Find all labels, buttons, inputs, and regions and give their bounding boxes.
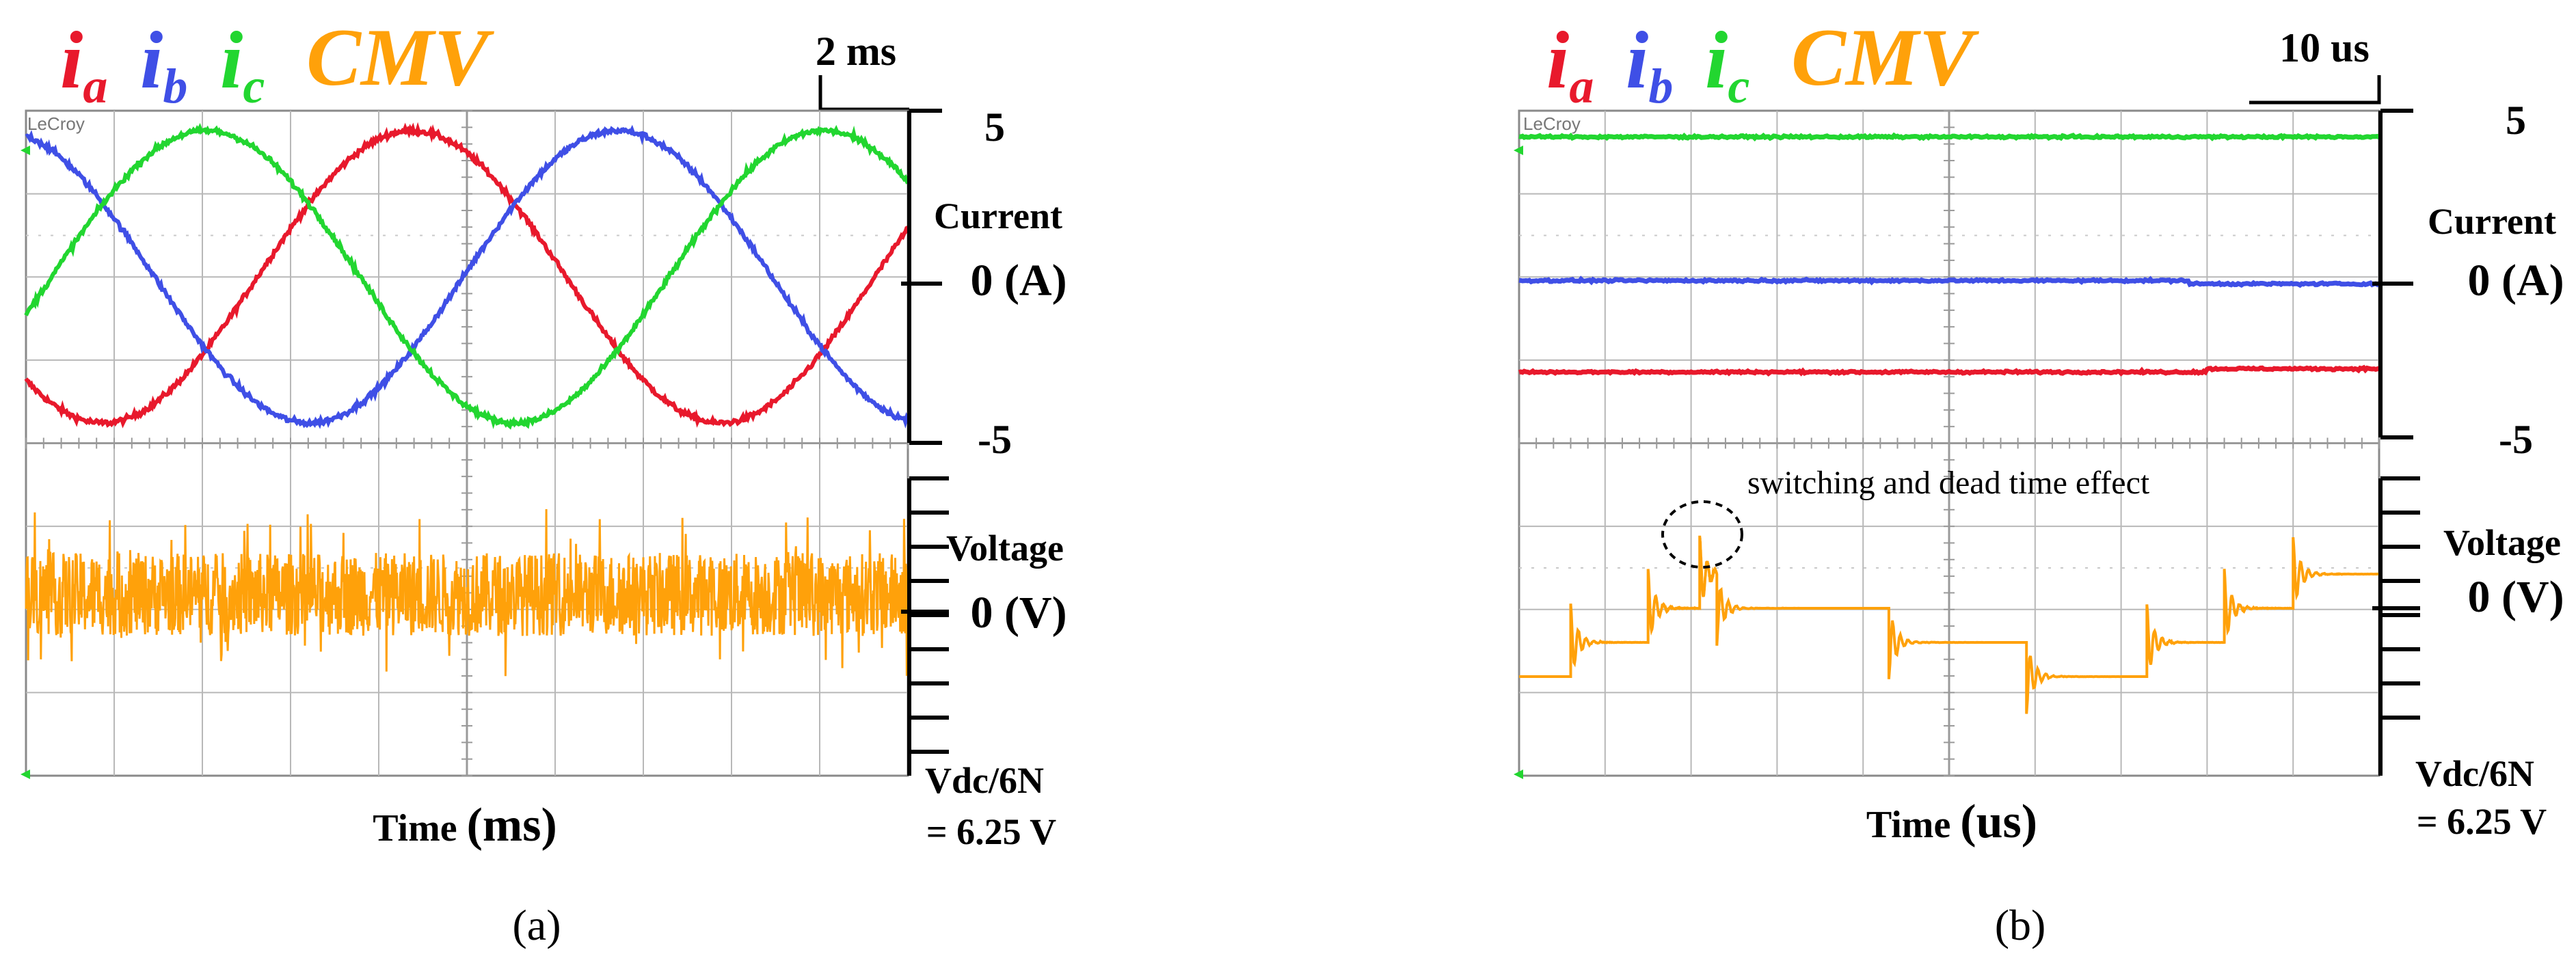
grid-a: [21, 109, 909, 779]
traces-b: [1518, 132, 2380, 714]
legend-ia: ia: [60, 14, 107, 113]
scope-brand-b: LeCroy: [1523, 113, 1581, 134]
annotation-text: switching and dead time effect: [1747, 465, 2150, 501]
time-scale-bracket-b: [2249, 75, 2381, 105]
panel-label-a: (a): [512, 901, 561, 949]
annotation-circle: [1661, 500, 1743, 569]
time-scale-a: 2 ms: [816, 29, 896, 74]
x-label-b: Time (us): [1866, 796, 2037, 848]
current-bottom-tick-a: -5: [978, 417, 1012, 462]
voltage-scale-value-a: = 6.25 V: [926, 811, 1056, 852]
voltage-scale-value-b: = 6.25 V: [2417, 801, 2547, 842]
legend-ib: ib: [140, 14, 187, 113]
series-cmv-line: [1519, 535, 2379, 714]
voltage-label-b: Voltage: [2443, 522, 2561, 563]
series-ia-line: [1518, 364, 2380, 377]
right-axis-b: [2372, 109, 2420, 776]
series-ia-line: [24, 122, 909, 429]
scope-screen-b: LeCroy: [1514, 109, 2380, 779]
time-scale-b: 10 us: [2279, 25, 2370, 70]
x-label-a: Time (ms): [373, 799, 557, 852]
voltage-scale-label-b: Vdc/6N: [2415, 753, 2534, 794]
current-top-tick-b: 5: [2506, 98, 2526, 143]
legend-cmv-b: CMV: [1791, 12, 1980, 103]
trace-marker: [1514, 146, 1523, 155]
legend-ib-b: ib: [1626, 14, 1673, 113]
trace-marker: [21, 770, 30, 779]
panel-label-b: (b): [1995, 901, 2046, 949]
current-bottom-tick-b: -5: [2499, 417, 2533, 462]
trace-marker: [1514, 770, 1523, 779]
legend-ia-b: ia: [1546, 14, 1594, 113]
current-label-a: Current: [934, 195, 1062, 236]
panel-b: ia ib ic CMV 10 us LeCroy 5 -5 Current 0…: [1514, 12, 2564, 949]
current-zero-label-a: 0 (A): [970, 256, 1066, 305]
time-scale-bracket-a: [818, 75, 909, 111]
current-zero-label-b: 0 (A): [2467, 256, 2564, 305]
grid-b: [1514, 109, 2380, 779]
scope-screen-a: LeCroy: [21, 109, 910, 779]
legend-ic-b: ic: [1705, 14, 1749, 113]
traces-a: [24, 122, 910, 677]
right-axis-a: [901, 109, 949, 776]
voltage-zero-label-a: 0 (V): [970, 588, 1066, 638]
legend-cmv: CMV: [306, 12, 495, 103]
voltage-label-a: Voltage: [946, 528, 1064, 569]
voltage-zero-label-b: 0 (V): [2467, 572, 2564, 622]
series-ib-line: [25, 124, 910, 429]
panel-a: ia ib ic CMV 2 ms LeCroy 5 -5 Current 0 …: [21, 12, 1067, 949]
series-cmv-line: [25, 508, 909, 677]
legend-ic: ic: [220, 14, 265, 113]
scope-brand-a: LeCroy: [27, 113, 85, 134]
current-label-b: Current: [2428, 201, 2556, 242]
series-ic-line: [1518, 132, 2380, 141]
series-ic-line: [24, 122, 910, 430]
trace-marker: [21, 146, 30, 155]
series-ib-line: [1518, 275, 2380, 288]
current-top-tick-a: 5: [984, 105, 1005, 150]
voltage-scale-label-a: Vdc/6N: [925, 760, 1044, 801]
